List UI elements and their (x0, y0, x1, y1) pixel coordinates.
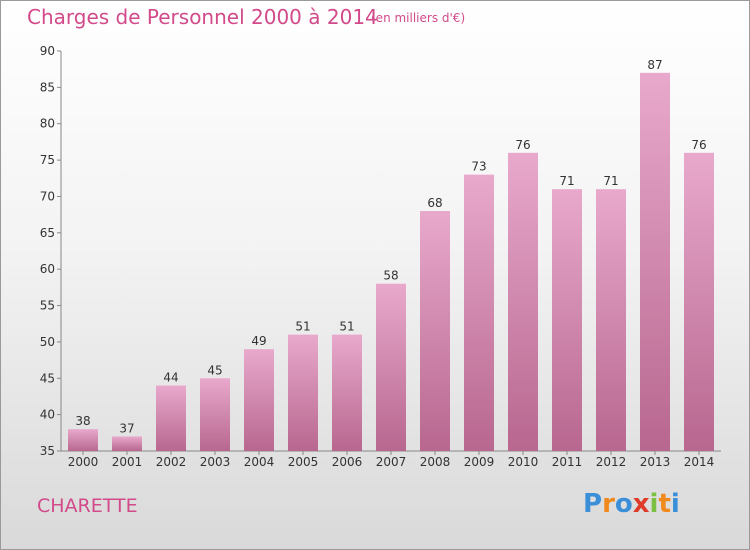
x-tick-label: 2003 (200, 455, 231, 469)
y-tick-label: 65 (40, 226, 55, 240)
value-labels: 38 37 44 45 49 51 51 58 68 73 76 71 71 87 76 (75, 58, 706, 436)
bar-2013 (640, 72, 670, 452)
x-tick-label: 2014 (684, 455, 715, 469)
bar-2014 (684, 152, 714, 451)
bars (68, 72, 714, 452)
y-tick-label: 60 (40, 262, 55, 276)
data-label: 68 (427, 196, 442, 210)
bar-2002 (156, 385, 186, 451)
data-label: 51 (339, 320, 354, 334)
bar-2009 (464, 174, 494, 452)
bar-2003 (200, 378, 230, 451)
x-tick-label: 2007 (376, 455, 407, 469)
x-tick-label: 2005 (288, 455, 319, 469)
y-tick-label: 45 (40, 371, 55, 385)
bar-2006 (332, 334, 362, 451)
x-tick-label: 2012 (596, 455, 627, 469)
bar-2011 (552, 189, 582, 451)
bar-2001 (112, 436, 142, 451)
proxiti-logo: Proxiti (583, 489, 680, 519)
y-tick-label: 35 (40, 444, 55, 458)
data-label: 76 (691, 138, 706, 152)
commune-name: CHARETTE (37, 495, 138, 517)
chart-title: Charges de Personnel 2000 à 2014 (27, 5, 378, 29)
data-label: 44 (163, 371, 178, 385)
x-tick-label: 2001 (112, 455, 143, 469)
bar-2007 (376, 283, 406, 451)
data-label: 37 (119, 421, 134, 435)
y-tick-label: 80 (40, 117, 55, 131)
data-label: 49 (251, 334, 266, 348)
data-label: 58 (383, 269, 398, 283)
x-tick-label: 2009 (464, 455, 495, 469)
y-tick-label: 90 (40, 44, 55, 58)
bar-2000 (68, 429, 98, 451)
data-label: 38 (75, 414, 90, 428)
data-label: 71 (603, 174, 618, 188)
y-tick-label: 70 (40, 189, 55, 203)
data-label: 76 (515, 138, 530, 152)
logo-letter: x (632, 489, 650, 519)
logo-letter: o (614, 489, 633, 519)
y-tick-label: 40 (40, 408, 55, 422)
x-tick-label: 2000 (68, 455, 99, 469)
x-tick-label: 2011 (552, 455, 583, 469)
y-tick-label: 55 (40, 299, 55, 313)
data-label: 45 (207, 363, 222, 377)
data-label: 51 (295, 320, 310, 334)
axes: 35 40 45 50 55 60 65 70 75 80 85 90 2000 2001 2002 2003… (40, 44, 721, 469)
y-tick-label: 75 (40, 153, 55, 167)
x-tick-label: 2010 (508, 455, 539, 469)
bar-2004 (244, 349, 274, 451)
bar-2008 (420, 211, 450, 451)
data-label: 73 (471, 160, 486, 174)
x-tick-label: 2008 (420, 455, 451, 469)
y-tick-label: 85 (40, 80, 55, 94)
y-tick-label: 50 (40, 335, 55, 349)
bar-2010 (508, 152, 538, 451)
x-tick-label: 2013 (640, 455, 671, 469)
bar-2012 (596, 189, 626, 451)
logo-letter: t (658, 489, 671, 519)
x-tick-label: 2006 (332, 455, 363, 469)
chart-subtitle: (en milliers d'€) (371, 11, 466, 25)
x-tick-label: 2004 (244, 455, 275, 469)
logo-letter: P (583, 489, 603, 519)
x-tick-label: 2002 (156, 455, 187, 469)
logo-letter: r (602, 489, 615, 519)
data-label: 71 (559, 174, 574, 188)
logo-letter: i (649, 489, 659, 519)
logo-letter: i (670, 489, 680, 519)
bar-2005 (288, 334, 318, 451)
data-label: 87 (647, 58, 662, 72)
